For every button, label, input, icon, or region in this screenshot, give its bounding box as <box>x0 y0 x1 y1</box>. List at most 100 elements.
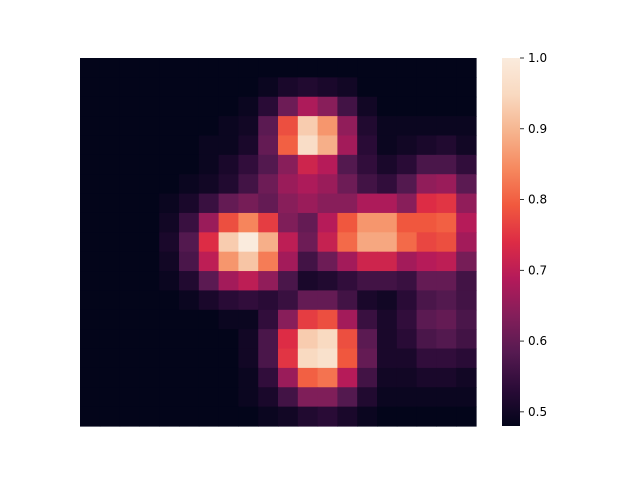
heatmap-cell <box>198 232 220 253</box>
heatmap-cell <box>436 174 457 195</box>
heatmap-cell <box>278 58 299 78</box>
heatmap-cell <box>159 271 180 292</box>
heatmap-cell <box>337 406 358 427</box>
heatmap-cell <box>357 193 378 214</box>
heatmap-cell <box>80 309 101 330</box>
heatmap-cell <box>337 251 358 272</box>
heatmap-cell <box>456 116 477 137</box>
heatmap-cell <box>80 406 101 427</box>
heatmap-cell <box>436 58 457 78</box>
heatmap-cell <box>198 116 220 137</box>
heatmap-cell <box>119 212 140 233</box>
heatmap-cell <box>337 193 358 214</box>
heatmap-cell <box>179 367 200 388</box>
heatmap-cell <box>159 348 180 369</box>
heatmap-cell <box>456 232 477 253</box>
heatmap-cell <box>297 154 319 175</box>
heatmap-cell <box>198 77 220 98</box>
heatmap-cell <box>99 329 121 350</box>
heatmap-cell <box>179 77 200 98</box>
heatmap-cell <box>179 193 200 214</box>
heatmap-cell <box>337 174 358 195</box>
heatmap-cell <box>80 135 101 156</box>
heatmap-cell <box>377 135 398 156</box>
heatmap-grid <box>80 58 477 427</box>
heatmap-cell <box>396 290 418 311</box>
heatmap-cell <box>436 232 457 253</box>
heatmap-cell <box>278 77 299 98</box>
heatmap-cell <box>456 174 477 195</box>
heatmap-cell <box>297 406 319 427</box>
heatmap-cell <box>456 329 477 350</box>
heatmap-cell <box>377 154 398 175</box>
heatmap-cell <box>278 96 299 117</box>
heatmap-cell <box>258 309 279 330</box>
heatmap-cell <box>258 367 279 388</box>
heatmap-cell <box>218 96 239 117</box>
heatmap-cell <box>456 96 477 117</box>
heatmap-cell <box>139 77 160 98</box>
heatmap-cell <box>416 116 437 137</box>
heatmap-cell <box>258 96 279 117</box>
heatmap-cell <box>80 77 101 98</box>
heatmap-cell <box>238 329 259 350</box>
heatmap-cell <box>159 77 180 98</box>
heatmap-cell <box>218 348 239 369</box>
heatmap-cell <box>416 174 437 195</box>
heatmap-cell <box>396 367 418 388</box>
heatmap-cell <box>357 329 378 350</box>
heatmap-cell <box>218 77 239 98</box>
heatmap-cell <box>258 116 279 137</box>
heatmap-cell <box>377 232 398 253</box>
heatmap-cell <box>357 174 378 195</box>
heatmap-cell <box>119 348 140 369</box>
heatmap-cell <box>139 406 160 427</box>
heatmap-cell <box>99 193 121 214</box>
heatmap-cell <box>278 116 299 137</box>
heatmap-cell <box>357 251 378 272</box>
heatmap-cell <box>416 251 437 272</box>
heatmap-cell <box>416 329 437 350</box>
heatmap-cell <box>456 212 477 233</box>
heatmap-cell <box>99 212 121 233</box>
heatmap-cell <box>179 58 200 78</box>
heatmap-cell <box>396 77 418 98</box>
heatmap-cell <box>396 96 418 117</box>
heatmap-cell <box>119 271 140 292</box>
heatmap-cell <box>258 154 279 175</box>
heatmap-cell <box>357 367 378 388</box>
heatmap-cell <box>396 174 418 195</box>
heatmap-cell <box>218 271 239 292</box>
heatmap-cell <box>456 290 477 311</box>
heatmap-cell <box>416 193 437 214</box>
heatmap-cell <box>238 232 259 253</box>
heatmap-cell <box>436 271 457 292</box>
heatmap-cell <box>337 58 358 78</box>
heatmap-cell <box>416 348 437 369</box>
heatmap-cell <box>456 348 477 369</box>
heatmap-cell <box>258 232 279 253</box>
heatmap-cell <box>198 271 220 292</box>
heatmap-cell <box>297 251 319 272</box>
heatmap-cell <box>278 348 299 369</box>
heatmap-cell <box>80 58 101 78</box>
heatmap-cell <box>317 116 338 137</box>
heatmap-cell <box>119 154 140 175</box>
heatmap-cell <box>119 116 140 137</box>
heatmap-cell <box>357 387 378 408</box>
heatmap-cell <box>396 116 418 137</box>
heatmap-cell <box>258 77 279 98</box>
heatmap-cell <box>238 367 259 388</box>
heatmap-cell <box>456 251 477 272</box>
heatmap-cell <box>198 174 220 195</box>
heatmap-cell <box>159 174 180 195</box>
heatmap-cell <box>396 135 418 156</box>
heatmap-cell <box>179 309 200 330</box>
heatmap-cell <box>238 193 259 214</box>
heatmap-cell <box>317 348 338 369</box>
heatmap-cell <box>119 193 140 214</box>
heatmap-cell <box>218 309 239 330</box>
heatmap-cell <box>317 58 338 78</box>
heatmap-cell <box>238 154 259 175</box>
heatmap-cell <box>416 387 437 408</box>
